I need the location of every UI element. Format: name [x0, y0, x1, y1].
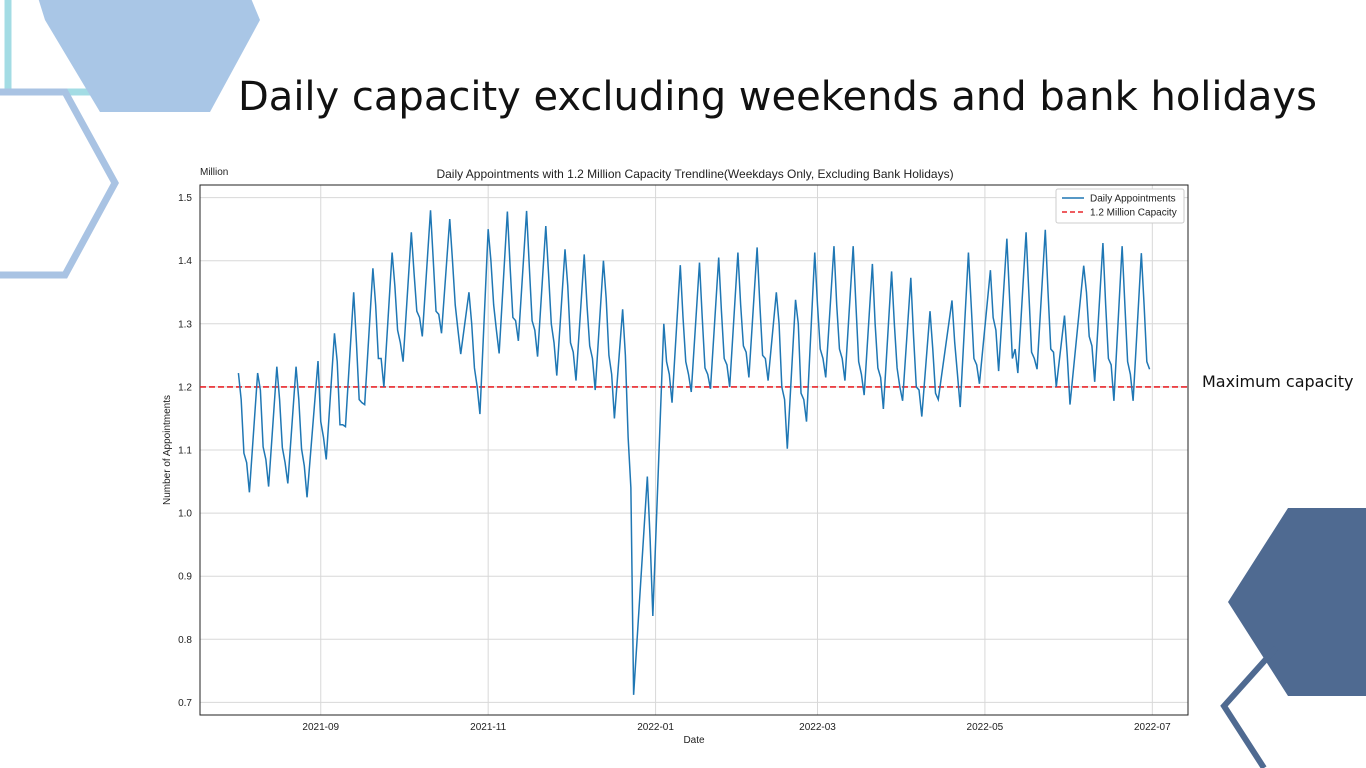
x-axis-ticks: 2021-09 2021-11 2022-01 2022-03 2022-05 2022-…: [302, 722, 1171, 733]
y-tick-label: 1.2: [178, 382, 192, 393]
y-axis-label: Number of Appointments: [162, 395, 173, 505]
plot-frame: [199, 184, 1189, 716]
grid: [200, 185, 1188, 715]
y-tick-label: 0.8: [178, 635, 192, 646]
x-tick-label: 2022-01: [637, 722, 674, 733]
max-capacity-annotation: Maximum capacity: [1202, 372, 1354, 391]
slide-title: Daily capacity excluding weekends and ba…: [238, 74, 1317, 120]
x-tick-label: 2021-11: [470, 722, 506, 733]
x-tick-label: 2022-05: [967, 722, 1004, 733]
legend-box: [1055, 188, 1185, 224]
x-tick-label: 2021-09: [302, 722, 339, 733]
y-tick-label: 0.7: [178, 698, 192, 709]
appointments-line-chart: Daily Appointments with 1.2 Million Capa…: [162, 167, 1189, 746]
legend-label-daily: Daily Appointments: [1090, 194, 1176, 205]
y-tick-label: 1.5: [178, 193, 192, 204]
y-tick-label: 1.0: [178, 509, 192, 520]
daily-appointments-line: [237, 210, 1151, 695]
x-tick-label: 2022-03: [799, 722, 836, 733]
decorative-hexagons-left: [0, 0, 260, 279]
decorative-hexagons-right: [1220, 508, 1366, 768]
y-tick-label: 1.4: [178, 256, 192, 267]
legend: Daily Appointments 1.2 Million Capacity: [1055, 188, 1185, 224]
chart-title: Daily Appointments with 1.2 Million Capa…: [436, 167, 953, 181]
y-tick-label: 1.3: [178, 319, 192, 330]
unit-label: Million: [200, 167, 228, 178]
y-tick-label: 0.9: [178, 572, 192, 583]
x-axis-label: Date: [683, 735, 705, 746]
y-axis-ticks: 0.7 0.8 0.9 1.0 1.1 1.2 1.3 1.4 1.5: [178, 193, 192, 709]
y-tick-label: 1.1: [178, 446, 192, 457]
legend-label-capacity: 1.2 Million Capacity: [1090, 208, 1177, 219]
x-tick-label: 2022-07: [1134, 722, 1171, 733]
